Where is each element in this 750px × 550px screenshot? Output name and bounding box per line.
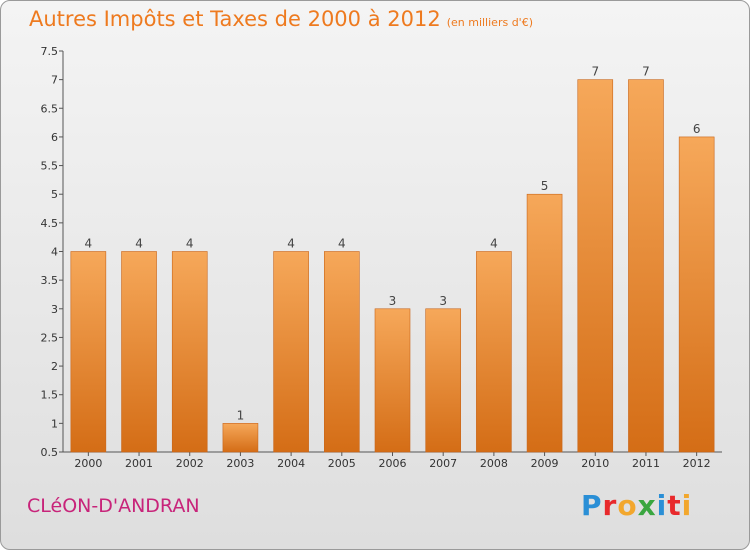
bar (577, 79, 614, 453)
chart-title: Autres Impôts et Taxes de 2000 à 2012 (en… (29, 7, 533, 31)
x-tick-label: 2001 (125, 457, 153, 470)
place-name: CLéON-D'ANDRAN (27, 495, 200, 517)
data-label: 4 (490, 237, 498, 251)
x-tick-label: 2003 (226, 457, 254, 470)
brand-letter: P (581, 489, 603, 522)
bar (273, 251, 309, 453)
y-tick-label: 4 (51, 246, 58, 259)
x-tick-label: 2005 (328, 457, 356, 470)
x-tick-label: 2000 (74, 457, 102, 470)
x-axis: 2000 2001 2002 2003 2004 2005 2006 2007 2008 2009… (63, 451, 722, 470)
data-label: 3 (389, 294, 397, 308)
x-tick-label: 2011 (632, 457, 660, 470)
y-tick-label: 1.5 (41, 389, 59, 402)
y-axis: 0.5 1 1.5 2 2.5 3 3.5 4 4.5 5 5.5 6 6.5 7 7.5 (41, 45, 64, 459)
y-tick-label: 1 (51, 417, 58, 430)
x-tick-label: 2009 (531, 457, 559, 470)
data-label: 6 (693, 122, 701, 136)
y-tick-label: 6 (51, 131, 58, 144)
x-tick-label: 2006 (379, 457, 407, 470)
data-label: 4 (85, 237, 93, 251)
bar (324, 251, 360, 453)
y-tick-label: 7.5 (41, 45, 59, 58)
bar (678, 136, 715, 453)
y-tick-label: 2 (51, 360, 58, 373)
bar (222, 423, 259, 453)
y-tick-label: 5 (51, 188, 58, 201)
data-label: 7 (642, 65, 650, 79)
x-tick-label: 2004 (277, 457, 305, 470)
y-tick-label: 2.5 (41, 331, 59, 344)
brand-letter: i (656, 489, 668, 522)
bar (374, 308, 411, 453)
data-label: 4 (135, 237, 143, 251)
bar (70, 251, 107, 453)
chart-subtitle: (en milliers d'€) (446, 16, 533, 29)
brand-letter: o (617, 489, 638, 522)
brand-letter: t (667, 489, 682, 522)
y-tick-label: 6.5 (41, 102, 59, 115)
y-tick-label: 4.5 (41, 217, 59, 230)
brand-letter: i (681, 489, 693, 522)
data-labels: 4 4 4 1 4 4 3 3 4 5 7 7 6 (85, 65, 701, 423)
data-label: 3 (439, 294, 447, 308)
x-tick-label: 2012 (683, 457, 711, 470)
data-label: 4 (287, 237, 295, 251)
bar (628, 79, 664, 453)
bar (526, 193, 563, 453)
chart-title-text: Autres Impôts et Taxes de 2000 à 2012 (29, 7, 441, 31)
data-label: 5 (541, 179, 549, 193)
data-label: 1 (237, 408, 245, 422)
data-label: 4 (338, 237, 346, 251)
y-tick-label: 3.5 (41, 274, 59, 287)
bars (70, 79, 715, 453)
bar (425, 308, 461, 453)
x-tick-label: 2008 (480, 457, 508, 470)
bar (171, 251, 208, 453)
bar (476, 251, 512, 453)
bar (121, 251, 157, 453)
x-tick-label: 2010 (581, 457, 609, 470)
brand-letter: x (637, 489, 657, 522)
y-tick-label: 3 (51, 303, 58, 316)
data-label: 7 (591, 65, 599, 79)
x-tick-label: 2002 (176, 457, 204, 470)
y-tick-label: 7 (51, 74, 58, 87)
data-label: 4 (186, 237, 194, 251)
x-tick-label: 2007 (429, 457, 457, 470)
y-tick-label: 0.5 (41, 446, 59, 459)
brand-letter: r (602, 489, 618, 522)
brand-logo: Proxiti (581, 489, 692, 522)
y-tick-label: 5.5 (41, 160, 59, 173)
